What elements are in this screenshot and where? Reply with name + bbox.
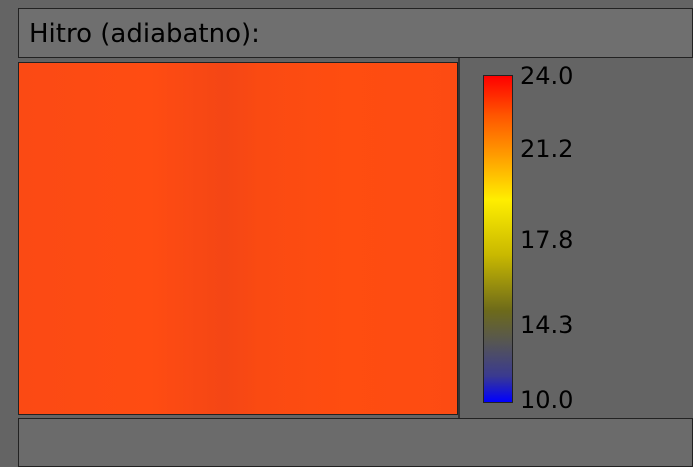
- colorbar-tick: 17.8: [520, 226, 573, 254]
- colorbar-tick: 14.3: [520, 311, 573, 339]
- status-bar: [18, 418, 693, 467]
- colorbar-tick: 10.0: [520, 386, 573, 414]
- colorbar-tick: 24.0: [520, 62, 573, 90]
- colorbar-tick: 21.2: [520, 135, 573, 163]
- panel: Hitro (adiabatno): 24.0 21.2 17.8 14.3 1…: [0, 0, 693, 467]
- panel-title: Hitro (adiabatno):: [18, 8, 693, 58]
- heatmap: [18, 62, 458, 415]
- separator: [458, 58, 460, 418]
- colorbar: [483, 75, 513, 403]
